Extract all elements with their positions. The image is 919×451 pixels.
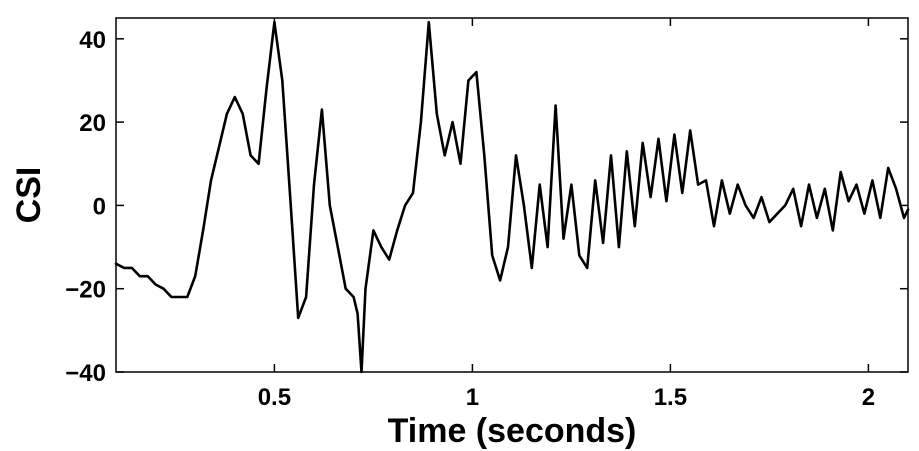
x-tick-label: 0.5	[258, 384, 291, 411]
csi-series-line	[114, 20, 910, 374]
x-tick-label: 1	[466, 384, 479, 411]
y-tick-label: 40	[79, 27, 106, 54]
x-axis-title: Time (seconds)	[388, 412, 637, 450]
plot-area-frame	[115, 17, 909, 373]
y-axis-title: CSI	[10, 167, 48, 224]
y-tick-label: 0	[93, 193, 106, 220]
y-tick-label: −40	[65, 360, 106, 387]
y-axis: −40 −20 0 20 40	[65, 27, 908, 387]
y-tick-label: −20	[65, 277, 106, 304]
x-tick-label: 2	[862, 384, 875, 411]
y-tick-label: 20	[79, 110, 106, 137]
x-axis: 0.5 1 1.5 2	[258, 18, 875, 411]
x-tick-label: 1.5	[654, 384, 687, 411]
